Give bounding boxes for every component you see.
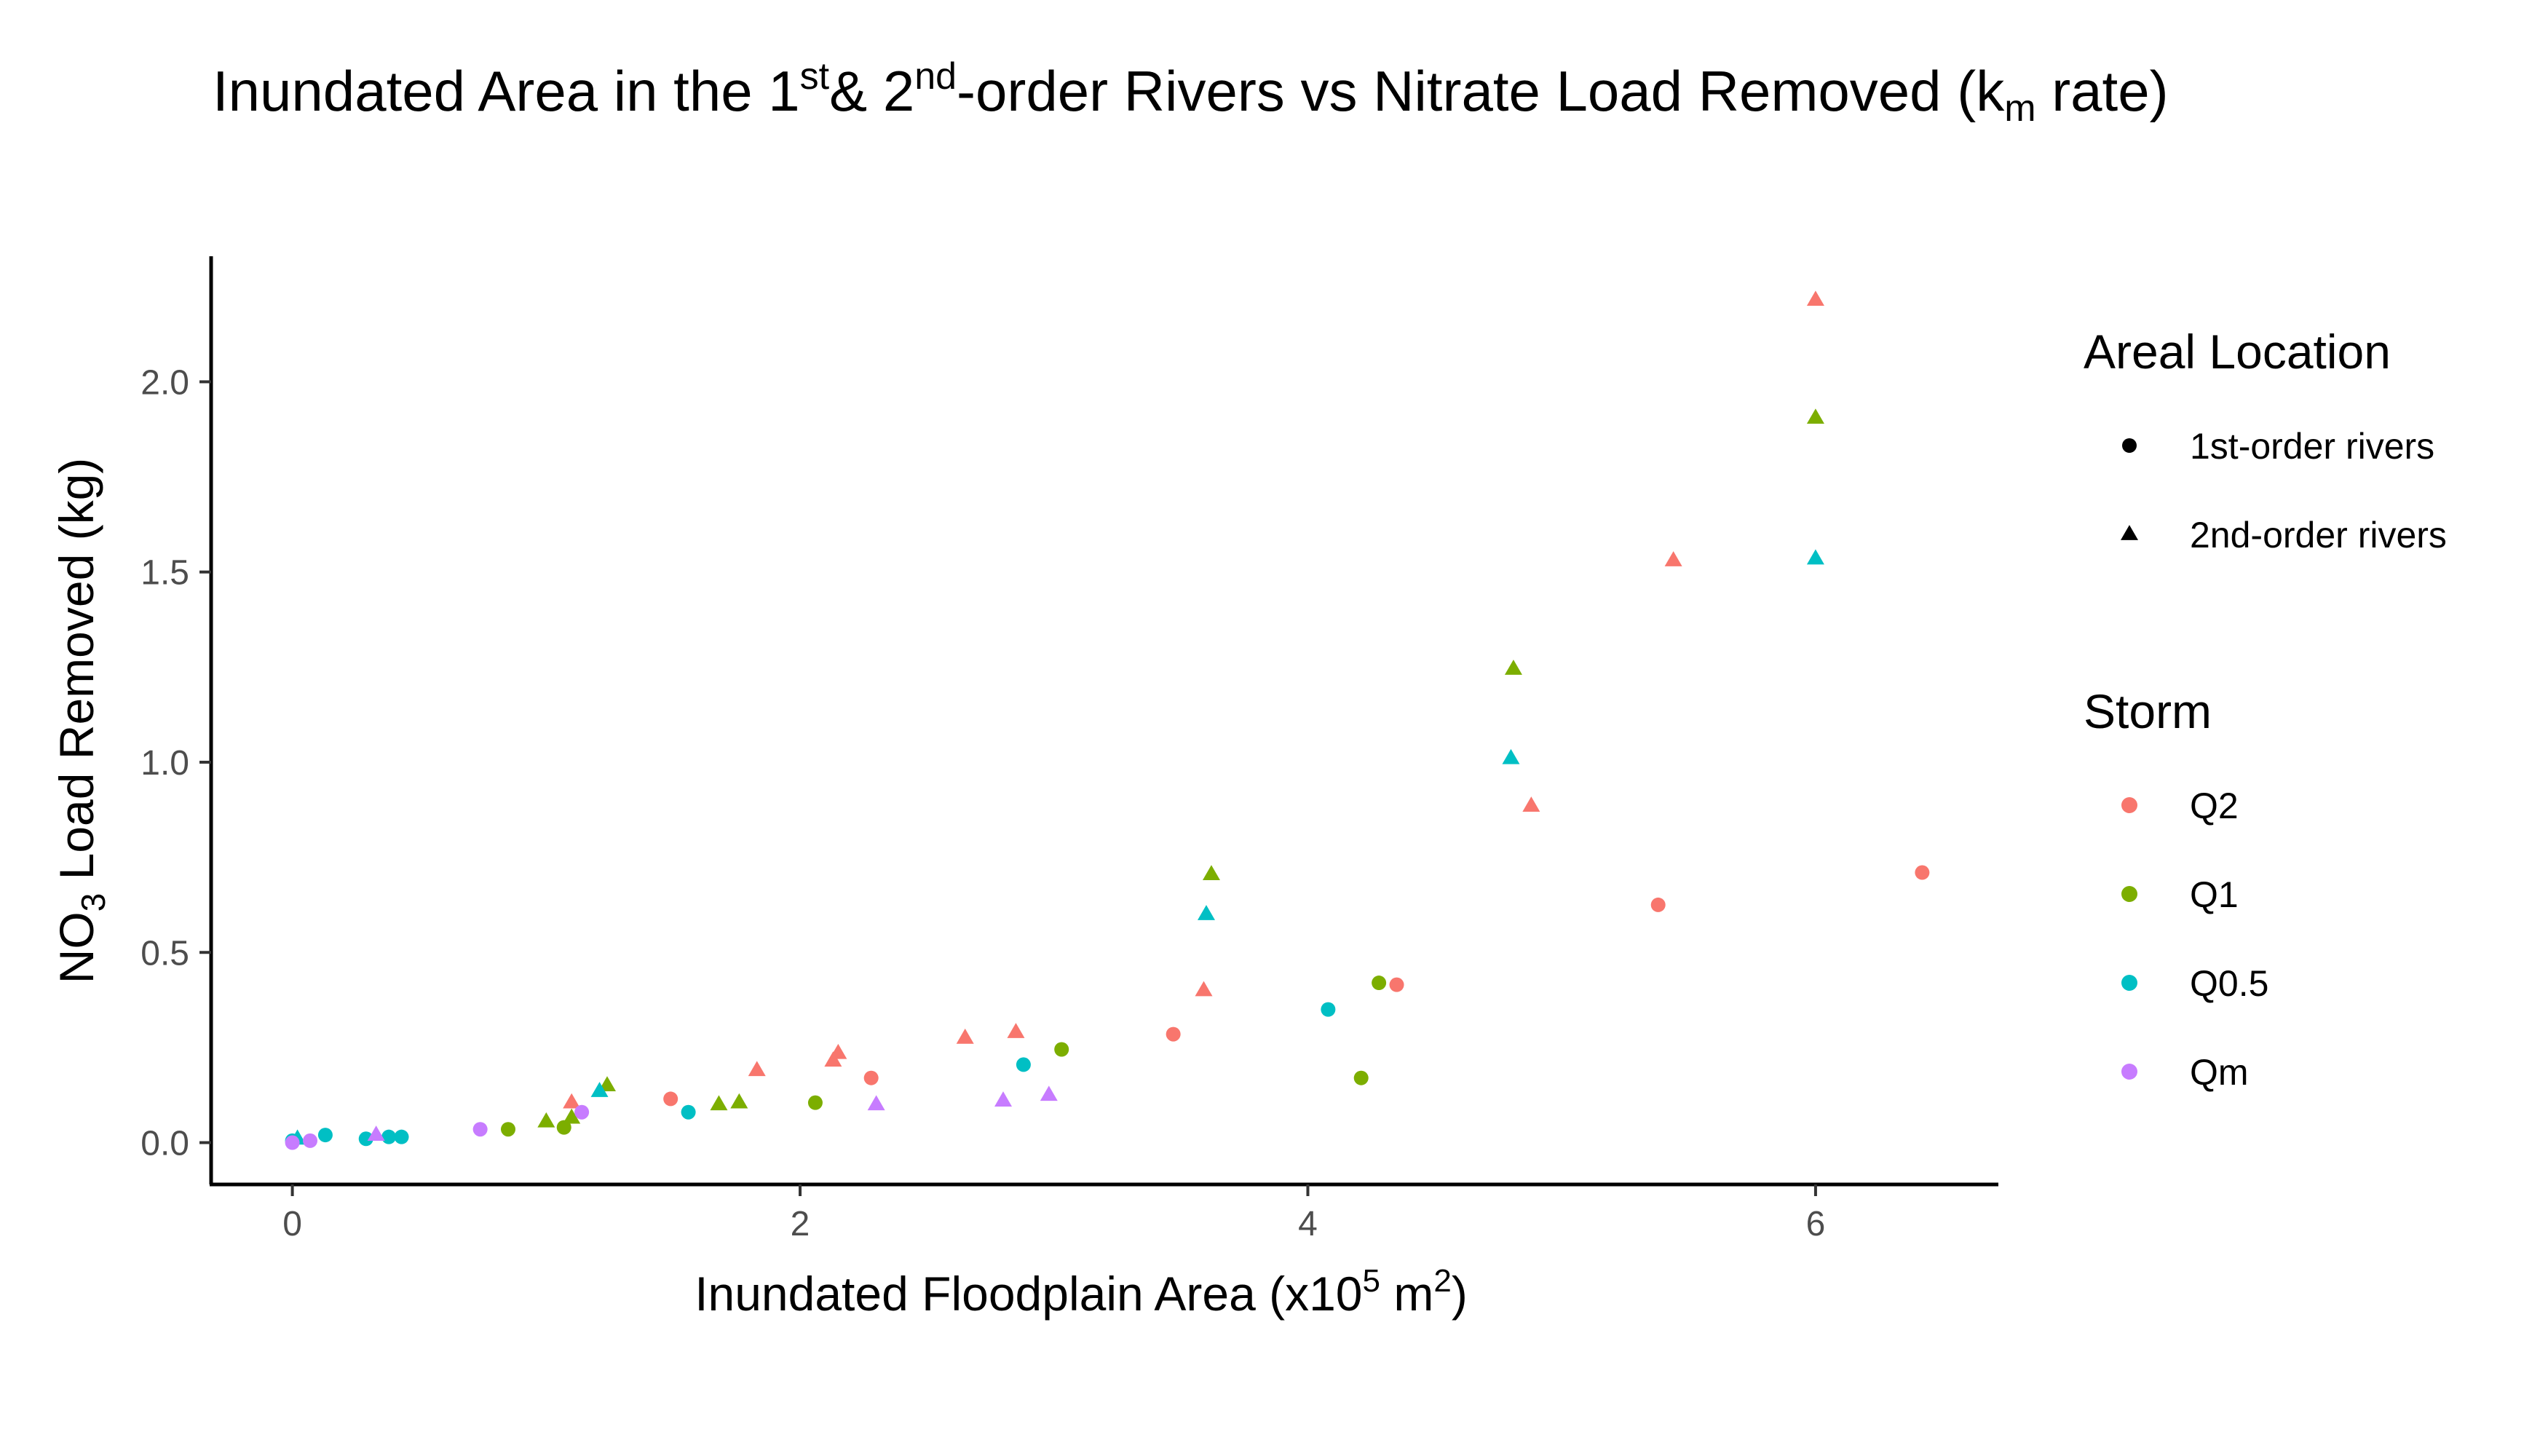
legend-title-storm: Storm bbox=[2084, 684, 2212, 738]
data-point-triangle bbox=[1806, 408, 1824, 424]
x-tick-label: 6 bbox=[1806, 1205, 1826, 1243]
series-q2-triangle bbox=[563, 290, 1824, 1109]
legend-title-areal-location: Areal Location bbox=[2084, 325, 2391, 379]
legend-areal-location: Areal Location 1st-order rivers 2nd-order… bbox=[2084, 325, 2447, 555]
series-q0-5-triangle bbox=[288, 549, 1824, 1145]
data-point-circle bbox=[556, 1120, 571, 1135]
legend-label: Qm bbox=[2190, 1052, 2249, 1093]
legend-label: 1st-order rivers bbox=[2190, 426, 2434, 467]
data-point-triangle bbox=[1504, 660, 1522, 675]
data-point-circle bbox=[1054, 1042, 1069, 1057]
series-q2-circle bbox=[663, 865, 1930, 1107]
data-point-circle bbox=[1016, 1057, 1031, 1072]
data-point-triangle bbox=[1007, 1023, 1025, 1038]
legend-key-color bbox=[2121, 1064, 2137, 1080]
data-point-circle bbox=[358, 1131, 373, 1147]
legend-key-color bbox=[2121, 886, 2137, 902]
data-point-circle bbox=[394, 1129, 409, 1144]
data-point-triangle bbox=[730, 1093, 748, 1109]
series-qm-triangle bbox=[367, 1085, 1058, 1141]
series-q1-triangle bbox=[537, 408, 1824, 1128]
data-point-circle bbox=[1321, 1002, 1336, 1017]
data-point-circle bbox=[501, 1122, 516, 1137]
y-tick-label: 1.5 bbox=[141, 554, 189, 593]
chart-title: Inundated Area in the 1st& 2nd-order Riv… bbox=[213, 55, 2169, 130]
data-point-triangle bbox=[1040, 1085, 1058, 1101]
y-axis-title: NO3 Load Removed (kg) bbox=[50, 458, 112, 984]
data-point-triangle bbox=[537, 1112, 555, 1128]
data-point-circle bbox=[303, 1133, 318, 1148]
legend-label: Q1 bbox=[2190, 874, 2239, 915]
y-tick-label: 1.0 bbox=[141, 744, 189, 783]
data-point-triangle bbox=[1502, 748, 1520, 764]
legend-key-color bbox=[2121, 975, 2137, 991]
data-point-circle bbox=[1915, 865, 1930, 880]
y-tick-label: 0.0 bbox=[141, 1125, 189, 1163]
x-tick-label: 0 bbox=[282, 1205, 302, 1243]
legend-label: Q2 bbox=[2190, 786, 2239, 826]
data-point-triangle bbox=[1197, 905, 1215, 920]
data-point-triangle bbox=[1806, 290, 1824, 306]
legend-key-circle bbox=[2122, 438, 2137, 453]
data-point-circle bbox=[1353, 1070, 1369, 1085]
data-point-circle bbox=[681, 1104, 696, 1120]
data-point-triangle bbox=[956, 1028, 974, 1044]
y-tick-label: 2.0 bbox=[141, 363, 189, 402]
data-point-triangle bbox=[829, 1043, 847, 1059]
data-point-circle bbox=[1166, 1026, 1181, 1042]
data-point-triangle bbox=[824, 1051, 842, 1067]
series-q1-circle bbox=[501, 976, 1387, 1137]
legend-label: 2nd-order rivers bbox=[2190, 515, 2447, 555]
x-tick-label: 4 bbox=[1298, 1205, 1318, 1243]
data-point-circle bbox=[472, 1122, 488, 1137]
data-point-circle bbox=[1389, 977, 1404, 992]
axes bbox=[209, 256, 1998, 1187]
data-point-triangle bbox=[1806, 549, 1824, 565]
x-tick-label: 2 bbox=[791, 1205, 810, 1243]
data-point-triangle bbox=[367, 1125, 385, 1141]
data-point-circle bbox=[381, 1129, 397, 1144]
y-ticks: 0.0 0.5 1.0 1.5 2.0 bbox=[141, 363, 211, 1163]
data-point-triangle bbox=[563, 1108, 581, 1124]
data-point-circle bbox=[807, 1095, 823, 1110]
data-point-triangle bbox=[710, 1095, 728, 1111]
data-point-circle bbox=[317, 1128, 333, 1143]
data-point-triangle bbox=[563, 1093, 581, 1109]
series-q0-5-circle bbox=[285, 1002, 1336, 1148]
data-point-triangle bbox=[1522, 796, 1540, 812]
series-qm-circle bbox=[285, 1104, 590, 1150]
x-ticks: 0 2 4 6 bbox=[282, 1184, 1825, 1243]
legend-key-triangle bbox=[2121, 525, 2138, 540]
legend-key-color bbox=[2121, 797, 2137, 813]
x-axis-title: Inundated Floodplain Area (x105 m2) bbox=[695, 1263, 1468, 1321]
data-point-circle bbox=[285, 1135, 300, 1150]
data-point-circle bbox=[574, 1104, 590, 1120]
data-point-triangle bbox=[1195, 981, 1213, 997]
legend-label: Q0.5 bbox=[2190, 963, 2268, 1004]
data-point-triangle bbox=[994, 1091, 1013, 1107]
data-point-circle bbox=[1372, 976, 1387, 991]
data-point-circle bbox=[663, 1091, 678, 1107]
data-points bbox=[285, 290, 1930, 1150]
data-point-triangle bbox=[1664, 551, 1682, 566]
data-point-triangle bbox=[1202, 865, 1220, 881]
data-point-triangle bbox=[748, 1061, 766, 1077]
data-point-circle bbox=[863, 1070, 879, 1085]
data-point-triangle bbox=[590, 1082, 609, 1097]
data-point-triangle bbox=[867, 1095, 885, 1111]
legend-storm: Storm Q2 Q1 Q0.5 Qm bbox=[2084, 684, 2268, 1093]
y-tick-label: 0.5 bbox=[141, 934, 189, 973]
data-point-circle bbox=[1650, 897, 1666, 912]
